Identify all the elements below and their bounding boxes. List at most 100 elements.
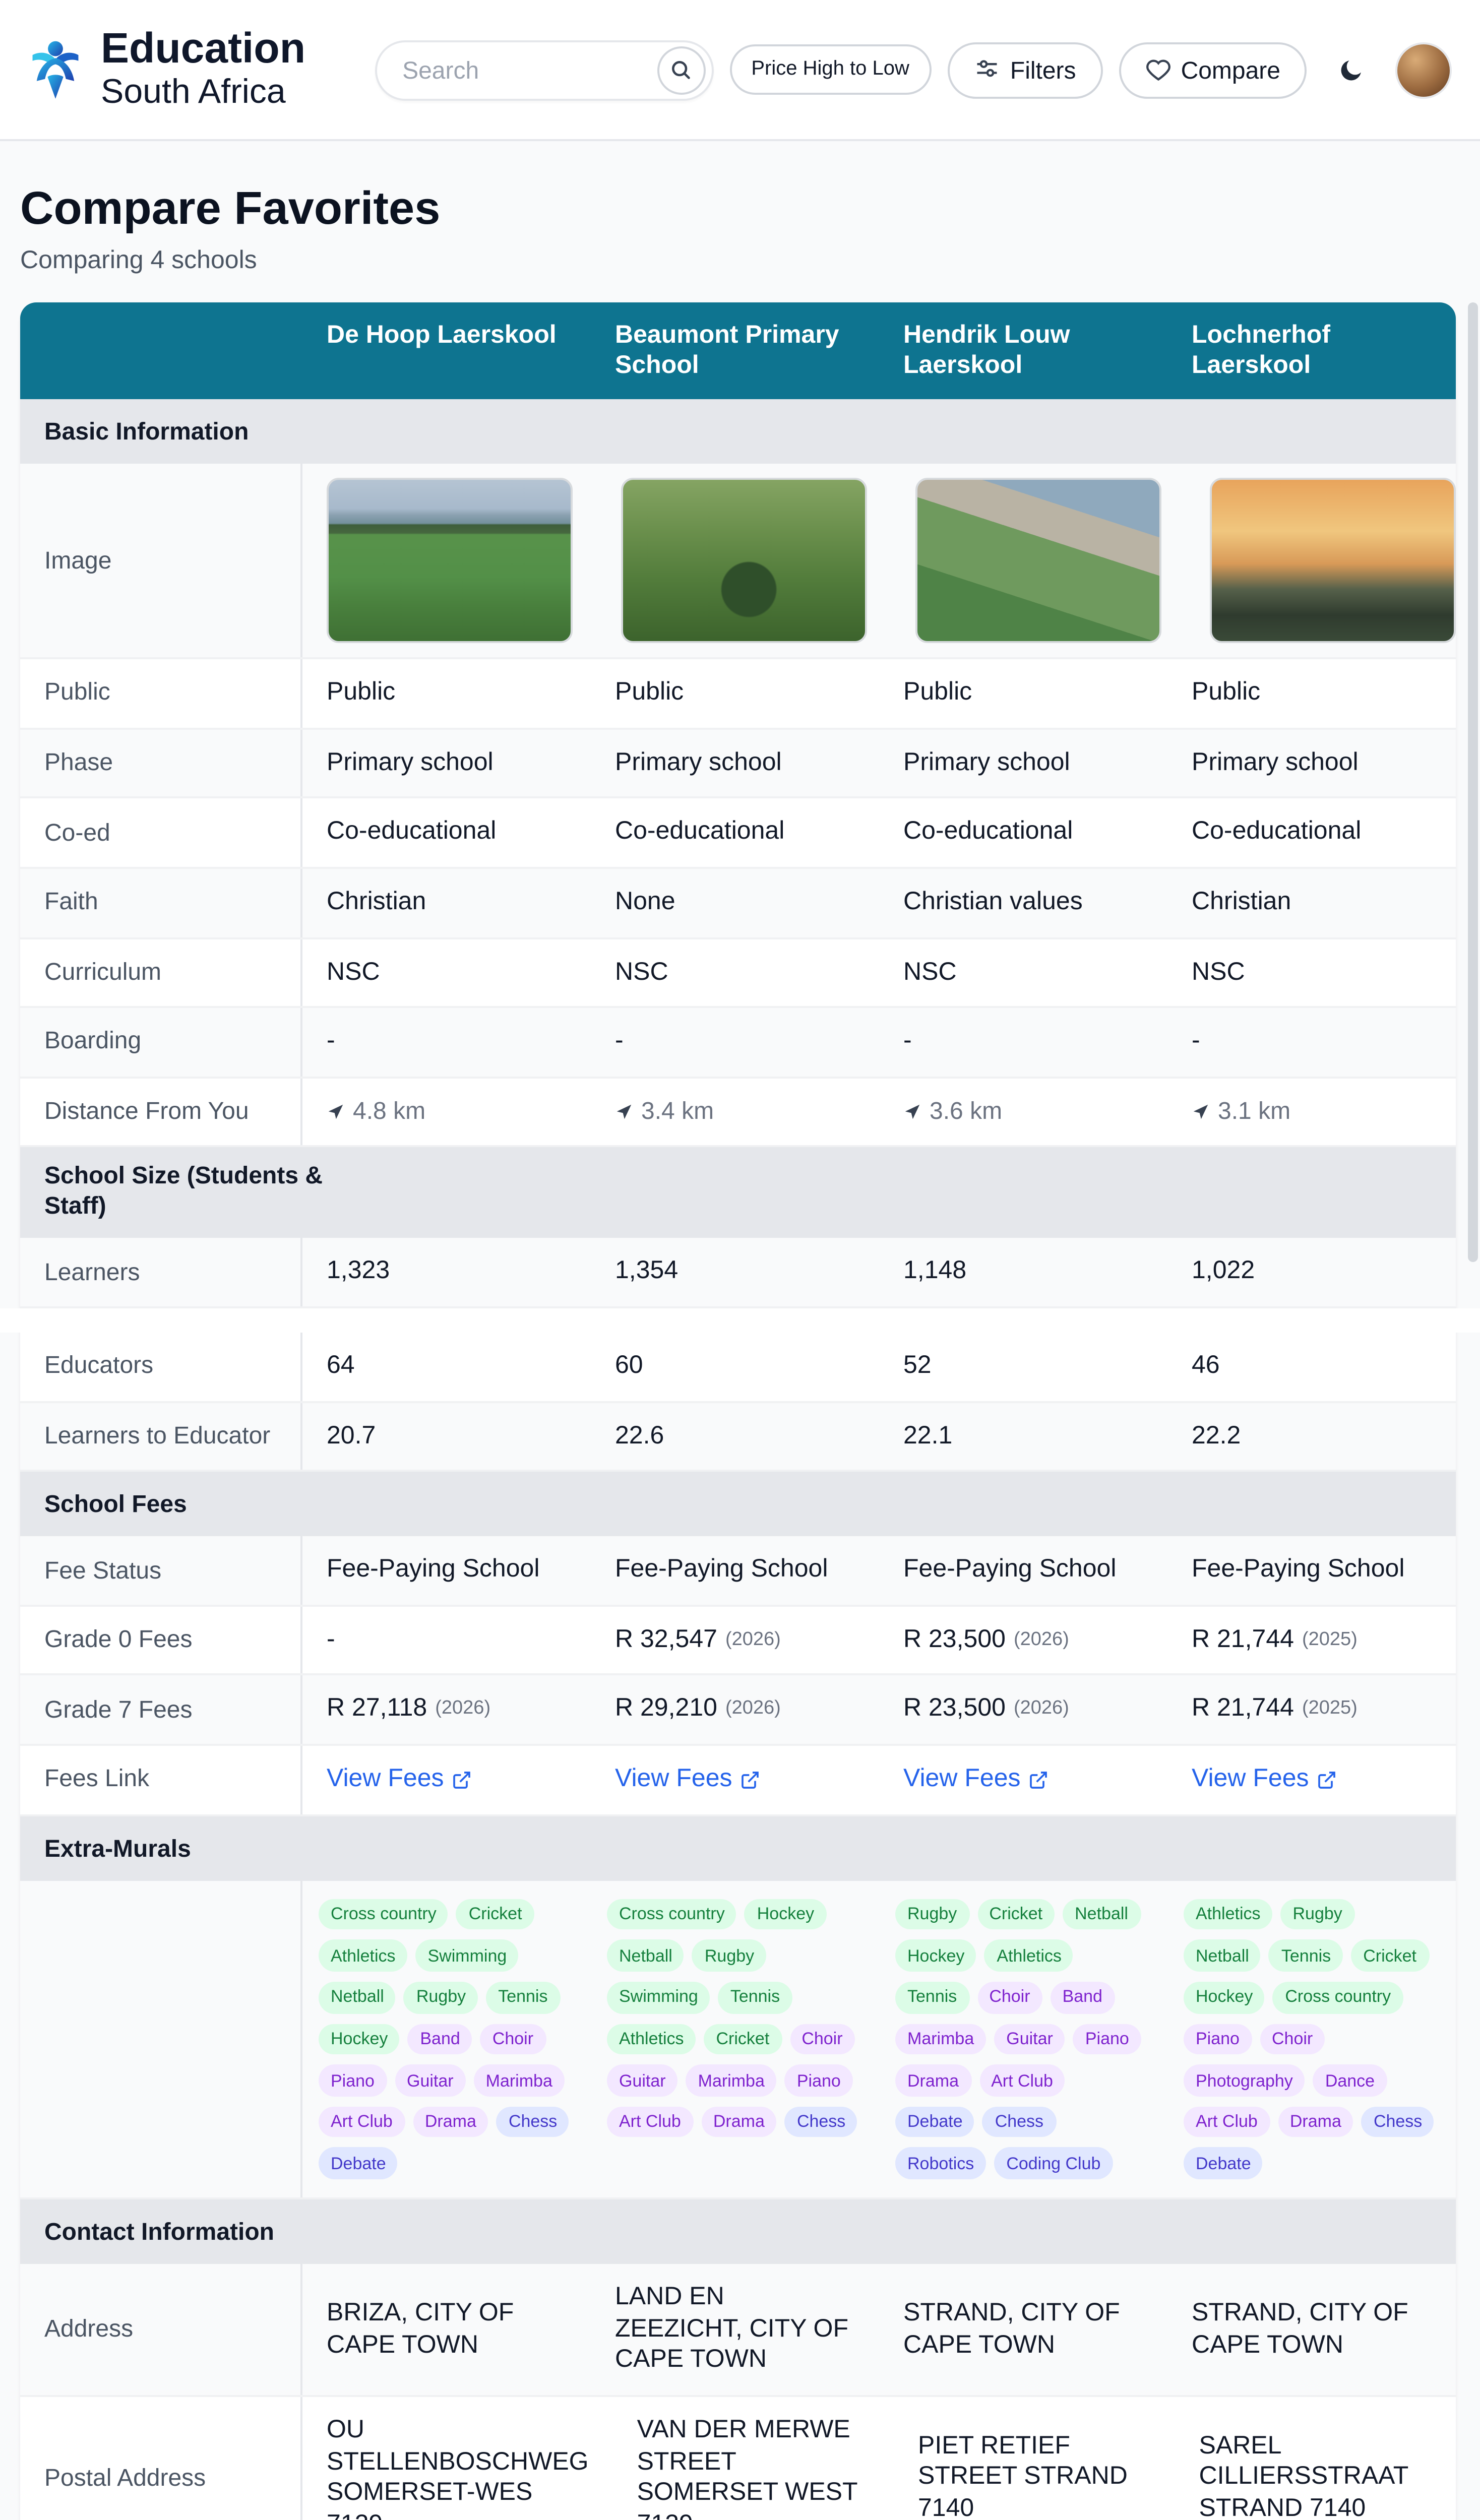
school-name-header[interactable]: De Hoop Laerskool [327, 321, 557, 349]
compare-label: Compare [1181, 55, 1280, 84]
view-fees-link[interactable]: View Fees [327, 1764, 472, 1796]
cell-value: Public [615, 677, 684, 706]
school-name-header[interactable]: Lochnerhof Laerskool [1192, 321, 1330, 379]
table-row: Distance From You 4.8 km 3.4 km 3.6 km 3.1 k… [20, 1078, 1456, 1147]
row-label: Phase [20, 729, 302, 797]
extra-mural-tag: Chess [784, 2106, 858, 2138]
extra-mural-tag: Athletics [319, 1940, 408, 1972]
filters-button[interactable]: Filters [947, 41, 1102, 98]
extra-mural-tag: Netball [1184, 1940, 1261, 1972]
extra-mural-tag: Piano [319, 2064, 387, 2097]
cell: R 23,500 (2026) [879, 1676, 1167, 1744]
cell: Public [591, 659, 879, 727]
view-fees-link[interactable]: View Fees [903, 1764, 1049, 1796]
cell: 52 [879, 1333, 1167, 1401]
heart-icon [1145, 59, 1170, 81]
extra-mural-tag: Drama [412, 2106, 488, 2138]
compare-button[interactable]: Compare [1118, 41, 1307, 98]
row-label: Public [20, 659, 302, 727]
search-input[interactable]: Search [374, 39, 713, 100]
extra-mural-tag: Athletics [984, 1940, 1074, 1972]
fee-amount: R 29,210 [615, 1694, 717, 1723]
brand-logo-icon [32, 41, 79, 99]
cell: 64 [302, 1333, 591, 1401]
cell: Fee-Paying School [591, 1537, 879, 1605]
cell-value: LAND EN ZEEZICHT, CITY OF CAPE TOWN [615, 2282, 848, 2374]
extra-mural-tag: Piano [1073, 2023, 1141, 2055]
extra-mural-tag: Hockey [895, 1940, 977, 1972]
sliders-icon [977, 60, 997, 77]
cell: Fee-Paying School [302, 1537, 591, 1605]
table-row: Grade 7 Fees R 27,118 (2026) R 29,210 (2026)… [20, 1676, 1456, 1746]
cell [597, 464, 891, 657]
cell-value: SAREL CILLIERSSTRAAT STRAND 7140 [1199, 2431, 1408, 2520]
dark-mode-toggle[interactable] [1323, 41, 1379, 98]
extra-mural-tag: Drama [1277, 2106, 1353, 2138]
cell: Cross country Hockey Netball Rugby Swimming T… [591, 1880, 879, 2198]
cell: R 21,744 (2025) [1167, 1606, 1456, 1674]
view-fees-link[interactable]: View Fees [615, 1764, 761, 1796]
page-scrollbar[interactable] [1468, 302, 1478, 1262]
school-name-header[interactable]: Beaumont Primary School [615, 321, 839, 379]
cell-value: 1,148 [903, 1256, 967, 1285]
table-row: Faith Christian None Christian values Christ… [20, 868, 1456, 938]
cell-value: Primary school [327, 747, 494, 776]
cell [302, 464, 597, 657]
cell-value: None [615, 887, 675, 915]
extra-mural-tag: Art Club [319, 2106, 405, 2138]
extra-mural-tag: Coding Club [994, 2148, 1113, 2180]
row-label: Postal Address [20, 2397, 302, 2520]
external-link-icon [453, 1771, 471, 1789]
cell-value: Fee-Paying School [903, 1554, 1117, 1583]
school-image[interactable] [915, 478, 1161, 643]
cell-value: Christian [1192, 887, 1291, 915]
table-row: Cross country Cricket Athletics Swimming Net… [20, 1880, 1456, 2200]
school-image[interactable] [327, 478, 573, 643]
extra-mural-tag: Dance [1313, 2064, 1387, 2097]
filters-label: Filters [1010, 55, 1076, 84]
extra-mural-tag: Art Club [979, 2064, 1065, 2097]
view-fees-link[interactable]: View Fees [1192, 1764, 1337, 1796]
cell: Fee-Paying School [1167, 1537, 1456, 1605]
cell: Public [879, 659, 1167, 727]
extra-mural-tag: Netball [1063, 1898, 1140, 1930]
cell: 3.4 km [591, 1078, 879, 1145]
cell: 22.1 [879, 1402, 1167, 1470]
link-text: View Fees [903, 1764, 1021, 1793]
fee-year: (2026) [725, 1628, 781, 1651]
external-link-icon [1318, 1771, 1336, 1789]
cell: STRAND, CITY OF CAPE TOWN [879, 2264, 1167, 2395]
cell: R 21,744 (2025) [1167, 1676, 1456, 1744]
table-row: Phase Primary school Primary school Primary… [20, 729, 1456, 799]
cell-value: 22.6 [615, 1420, 664, 1449]
section-title: School Fees [44, 1490, 187, 1519]
sort-button[interactable]: Price High to Low [729, 44, 932, 95]
viewport-seam [0, 1308, 1480, 1333]
extra-mural-tag: Chess [496, 2106, 570, 2138]
section-title: Extra-Murals [44, 1834, 191, 1862]
cell-value: BRIZA, CITY OF CAPE TOWN [327, 2298, 514, 2358]
section-header: Basic Information [20, 399, 1456, 464]
brand[interactable]: Education South Africa [28, 27, 305, 111]
extra-mural-tag: Netball [319, 1981, 396, 2013]
row-label: Learners to Educator [20, 1402, 302, 1470]
search-icon[interactable] [656, 45, 705, 94]
fee-amount: R 21,744 [1192, 1694, 1294, 1723]
row-label [20, 1880, 302, 2198]
table-row: Curriculum NSC NSC NSC NSC [20, 938, 1456, 1009]
cell: - [879, 1009, 1167, 1077]
section-header: Contact Information [20, 2199, 1456, 2264]
cell: NSC [879, 938, 1167, 1006]
cell: Cross country Cricket Athletics Swimming Net… [302, 1880, 591, 2198]
fee-year: (2025) [1302, 1628, 1358, 1651]
extra-mural-tag: Choir [977, 1981, 1042, 2013]
extra-mural-tag: Rugby [895, 1898, 969, 1930]
extra-mural-tag: Cross country [319, 1898, 449, 1930]
school-image[interactable] [1210, 478, 1456, 643]
cell-value: - [903, 1026, 912, 1055]
avatar[interactable] [1395, 41, 1452, 98]
link-text: View Fees [327, 1764, 444, 1793]
school-name-header[interactable]: Hendrik Louw Laerskool [903, 321, 1070, 379]
school-image[interactable] [621, 478, 867, 643]
